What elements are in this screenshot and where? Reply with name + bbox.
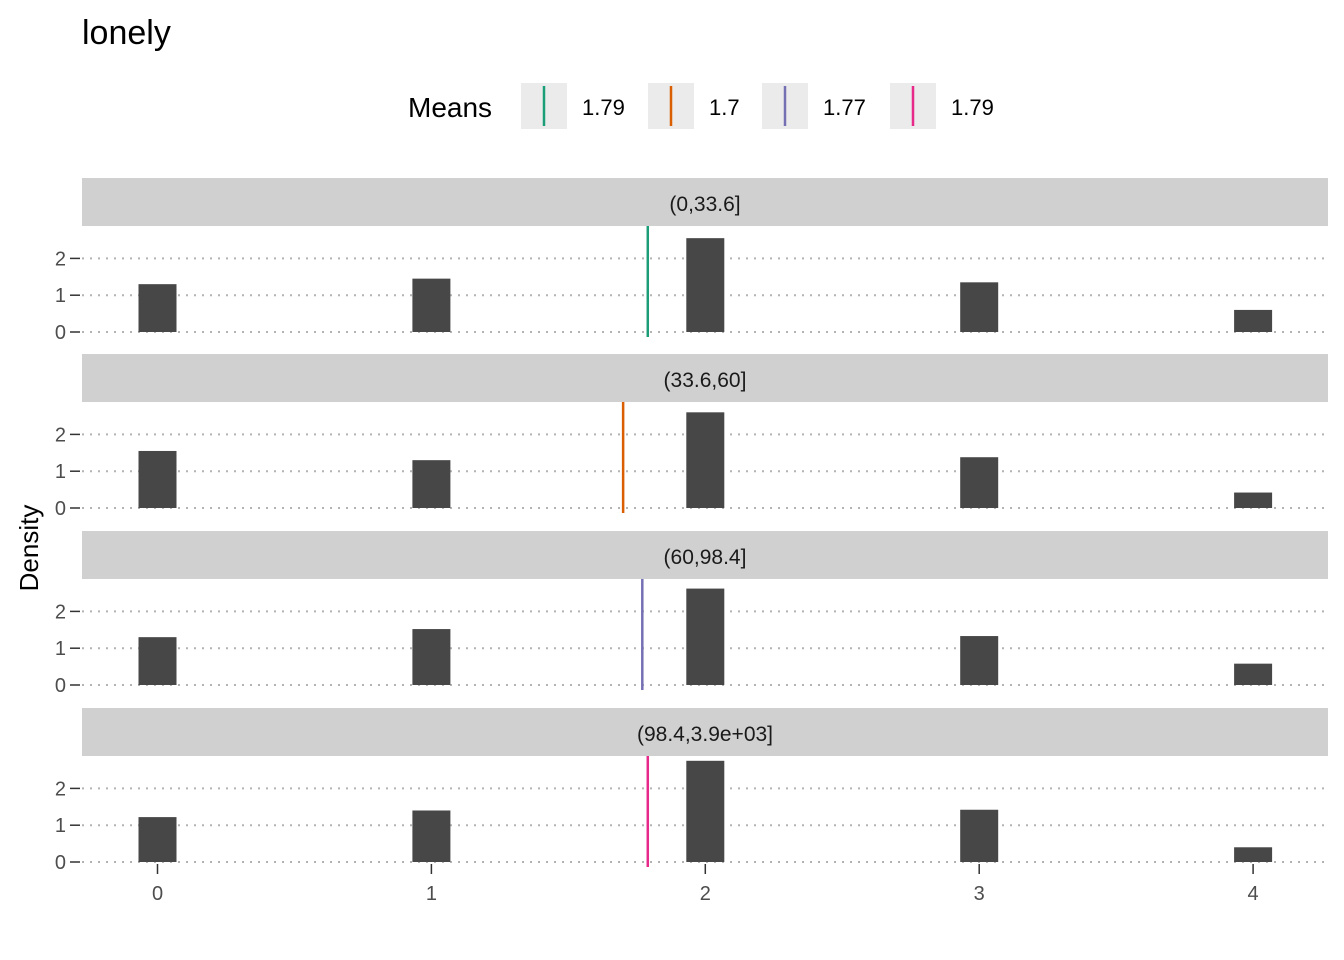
bar-x1 bbox=[412, 629, 451, 685]
bar-x3 bbox=[960, 282, 999, 332]
y-tick-label-1: 1 bbox=[55, 815, 66, 837]
bar-x4 bbox=[1234, 309, 1273, 332]
chart-title: lonely bbox=[82, 14, 171, 52]
y-tick-label-2: 2 bbox=[55, 778, 66, 800]
legend-label-4: 1.79 bbox=[951, 95, 994, 120]
bar-x3 bbox=[960, 809, 999, 862]
x-tick-label-3: 3 bbox=[974, 883, 985, 905]
bar-x0 bbox=[138, 284, 177, 332]
y-tick-label-0: 0 bbox=[55, 852, 66, 874]
x-tick-label-4: 4 bbox=[1248, 883, 1259, 905]
y-axis-title: Density bbox=[14, 505, 44, 592]
panel-2: (33.6,60] 0 1 2 bbox=[55, 354, 1328, 520]
strip-label: (33.6,60] bbox=[664, 369, 747, 392]
legend-label-3: 1.77 bbox=[823, 95, 866, 120]
bar-x0 bbox=[138, 637, 177, 685]
bar-x2 bbox=[686, 238, 725, 332]
bar-x1 bbox=[412, 460, 451, 508]
legend-label-1: 1.79 bbox=[582, 95, 625, 120]
bar-x4 bbox=[1234, 492, 1273, 508]
legend-title: Means bbox=[408, 92, 492, 123]
bar-x3 bbox=[960, 636, 999, 685]
bar-x2 bbox=[686, 760, 725, 862]
panel-1: (0,33.6] 0 1 2 bbox=[55, 178, 1328, 344]
y-tick-label-1: 1 bbox=[55, 638, 66, 660]
x-tick-label-0: 0 bbox=[152, 883, 163, 905]
bar-x2 bbox=[686, 412, 725, 508]
strip-label: (98.4,3.9e+03] bbox=[637, 723, 773, 746]
y-tick-label-2: 2 bbox=[55, 424, 66, 446]
panel-3: (60,98.4] 0 1 2 bbox=[55, 531, 1328, 697]
strip-background bbox=[82, 708, 1328, 756]
legend: Means 1.79 1.7 1.77 1.79 bbox=[408, 83, 994, 129]
bar-x0 bbox=[138, 450, 177, 508]
y-tick-label-2: 2 bbox=[55, 248, 66, 270]
x-tick-label-2: 2 bbox=[700, 883, 711, 905]
y-tick-label-2: 2 bbox=[55, 601, 66, 623]
strip-label: (60,98.4] bbox=[664, 546, 747, 569]
strip-background bbox=[82, 178, 1328, 226]
legend-label-2: 1.7 bbox=[709, 95, 740, 120]
bar-x3 bbox=[960, 457, 999, 508]
y-tick-label-0: 0 bbox=[55, 322, 66, 344]
x-tick-label-1: 1 bbox=[426, 883, 437, 905]
strip-background bbox=[82, 354, 1328, 402]
strip-label: (0,33.6] bbox=[669, 193, 740, 216]
panel-4: (98.4,3.9e+03] 0 1 2 bbox=[55, 708, 1328, 874]
bar-x2 bbox=[686, 588, 725, 685]
y-tick-label-0: 0 bbox=[55, 498, 66, 520]
bar-x4 bbox=[1234, 663, 1273, 685]
x-axis: 0 1 2 3 4 bbox=[152, 864, 1259, 905]
y-tick-label-1: 1 bbox=[55, 461, 66, 483]
y-tick-label-0: 0 bbox=[55, 675, 66, 697]
bar-x1 bbox=[412, 278, 451, 332]
bar-x1 bbox=[412, 810, 451, 862]
y-tick-label-1: 1 bbox=[55, 285, 66, 307]
bar-x4 bbox=[1234, 847, 1273, 862]
bar-x0 bbox=[138, 817, 177, 862]
strip-background bbox=[82, 531, 1328, 579]
facet-panels: (0,33.6]012(33.6,60]012(60,98.4]012(98.4… bbox=[55, 178, 1328, 874]
